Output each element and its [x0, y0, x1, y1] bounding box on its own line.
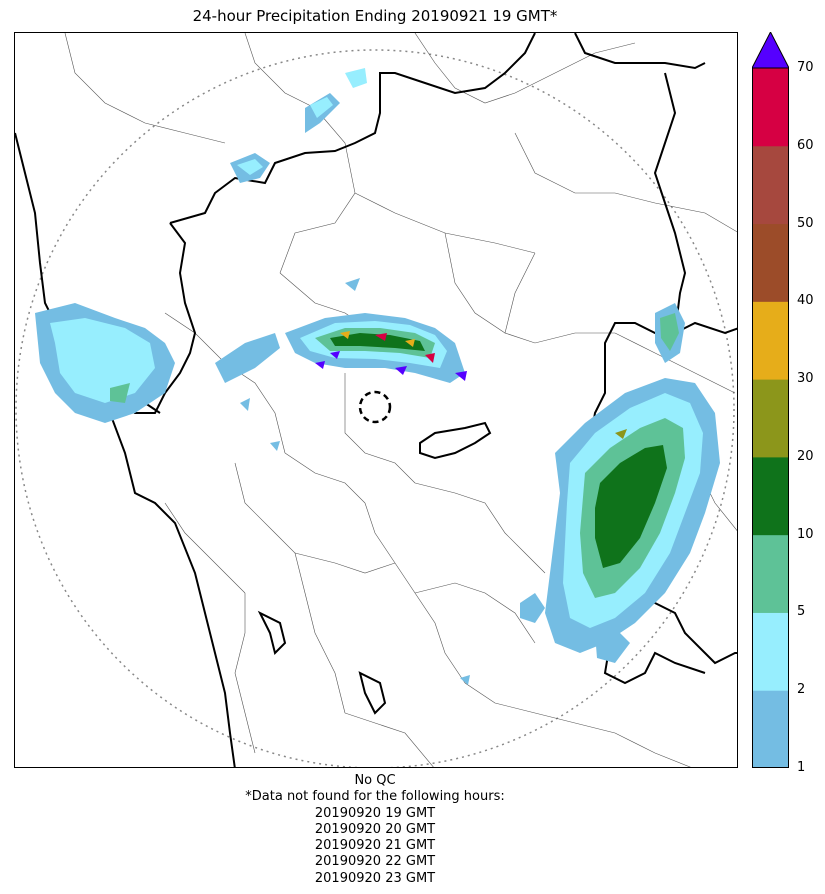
missing-hour: 20190920 21 GMT	[314, 838, 436, 854]
missing-hour: 20190920 20 GMT	[314, 821, 436, 837]
colorbar-band	[752, 456, 789, 536]
missing-hour: 20190920 23 GMT	[314, 870, 436, 886]
radar-site-marker	[358, 390, 392, 424]
qc-note: No QC	[354, 773, 396, 788]
colorbar-tick-label: 60	[797, 137, 814, 153]
colorbar-tick-label: 1	[797, 760, 806, 775]
colorbar-tick-label: 30	[797, 371, 814, 387]
colorbar-tick-label: 40	[797, 293, 814, 309]
colorbar	[751, 30, 790, 769]
colorbar-band	[752, 612, 789, 691]
missing-hour: 20190920 22 GMT	[314, 854, 436, 870]
colorbar-border	[752, 67, 789, 768]
colorbar-band	[752, 690, 789, 769]
colorbar-over-triangle	[751, 30, 790, 69]
precip-east	[460, 303, 720, 685]
radar-range-ring	[15, 49, 735, 767]
footnote: No QC *Data not found for the following …	[0, 773, 750, 887]
colorbar-tick-label: 10	[797, 526, 814, 542]
colorbar-band	[752, 68, 789, 147]
precipitation-map	[14, 32, 738, 768]
colorbar-band	[752, 145, 789, 225]
precip-west-coast	[35, 303, 175, 423]
colorbar-bands	[752, 68, 789, 769]
colorbar-canvas	[751, 30, 790, 769]
colorbar-band	[752, 301, 789, 380]
colorbar-band	[752, 379, 789, 458]
colorbar-tick-label: 2	[797, 682, 806, 698]
colorbar-tick-label: 20	[797, 448, 814, 464]
colorbar-tick-label: 70	[797, 60, 814, 75]
colorbar-tick-label: 5	[797, 604, 806, 620]
map-title: 24-hour Precipitation Ending 20190921 19…	[192, 7, 558, 25]
precip-central-band	[215, 313, 467, 451]
precip-north	[230, 68, 367, 291]
colorbar-band	[752, 223, 789, 302]
colorbar-tick-label: 50	[797, 215, 814, 231]
map-canvas	[15, 33, 737, 767]
missing-hour: 20190920 19 GMT	[314, 805, 436, 821]
colorbar-band	[752, 534, 789, 613]
missing-data-header: *Data not found for the following hours:	[245, 789, 505, 805]
